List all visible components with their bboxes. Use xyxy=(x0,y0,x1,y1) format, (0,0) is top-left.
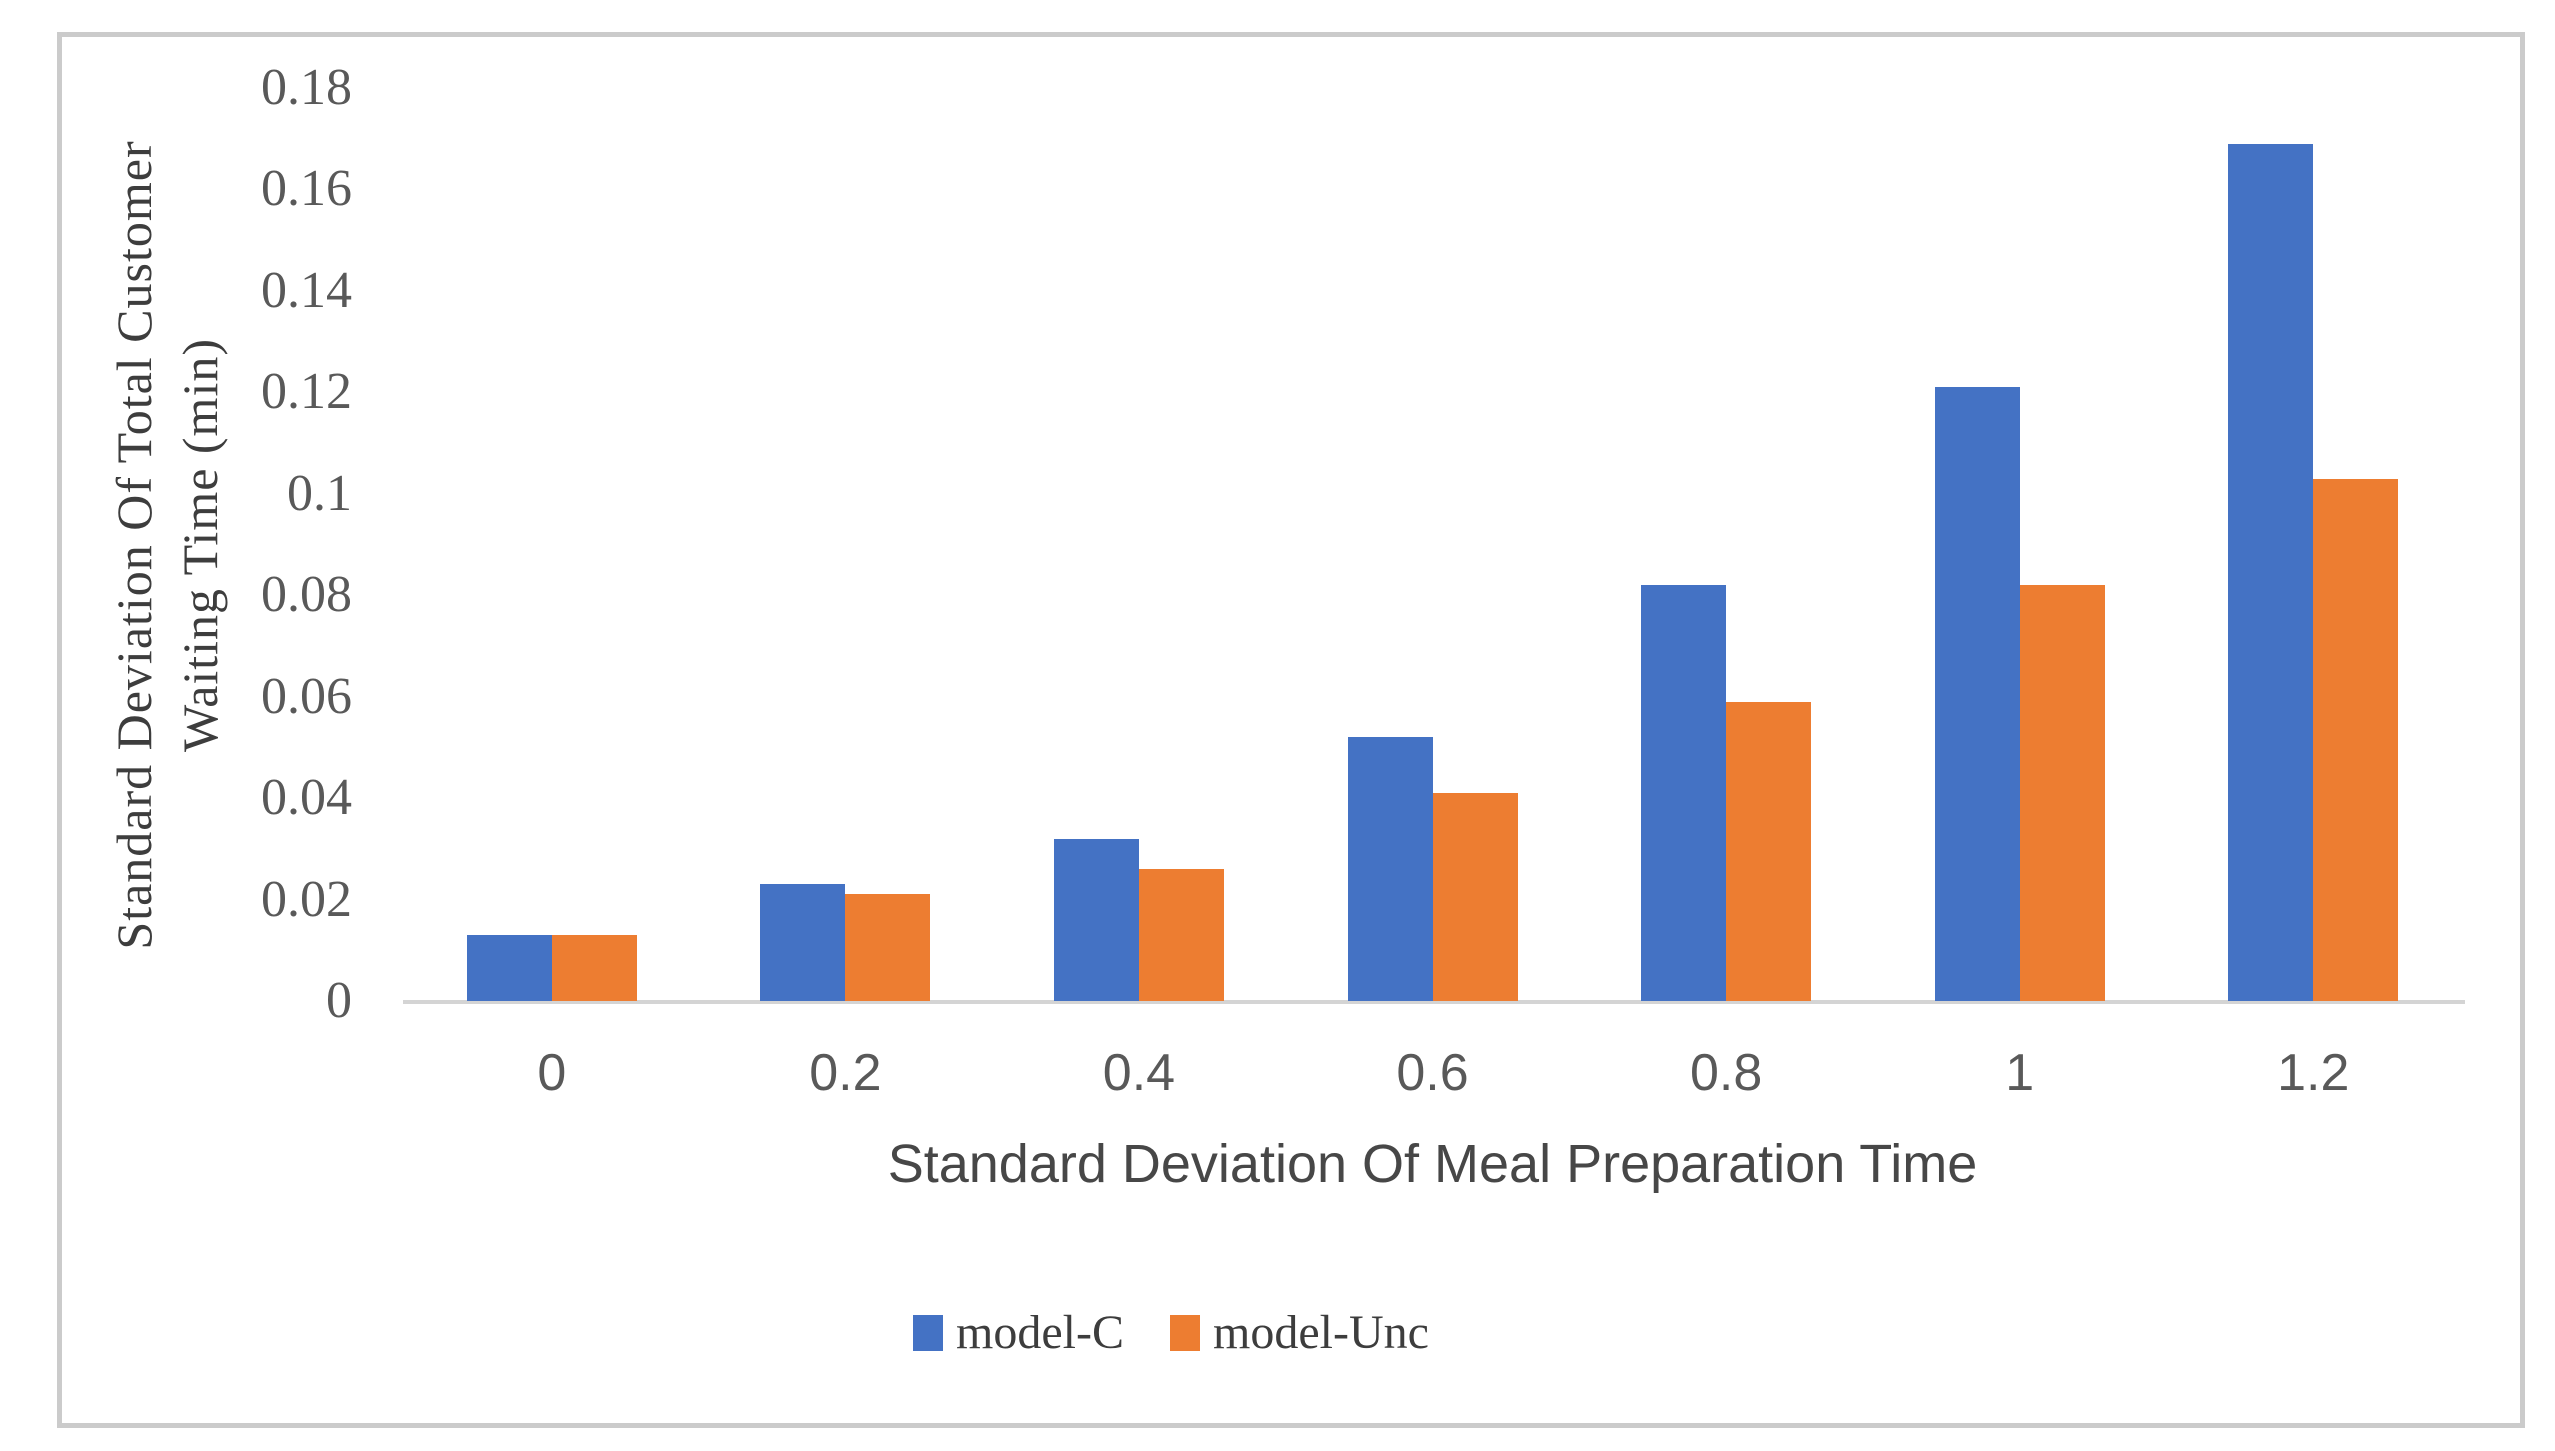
y-tick-label: 0 xyxy=(326,972,352,1029)
plot-area xyxy=(403,88,2465,1004)
bar-model-Unc-x0.2 xyxy=(845,894,931,1001)
y-tick-label: 0.14 xyxy=(261,261,352,319)
y-tick-label: 0.1 xyxy=(287,464,352,522)
x-tick-label: 0.4 xyxy=(1102,1044,1176,1102)
legend-item-model-unc: model-Unc xyxy=(1170,1309,1429,1357)
bar-model-Unc-x0.8 xyxy=(1726,701,1812,1001)
bar-group-0 xyxy=(405,88,699,1001)
bar-model-C-x1 xyxy=(1934,387,2020,1001)
y-tick-label: 0.16 xyxy=(261,160,352,218)
x-tick-label: 0.6 xyxy=(1396,1044,1469,1102)
x-axis-line xyxy=(403,1000,2465,1004)
y-axis-tick-labels: 0 0.02 0.04 0.06 0.08 0.1 0.12 0.14 0.16 0.18 xyxy=(62,62,352,1027)
x-tick-label: 1 xyxy=(2005,1044,2035,1102)
x-tick-label: 0 xyxy=(537,1044,567,1102)
legend-label-model-c: model-C xyxy=(956,1306,1125,1359)
bar-model-Unc-x0.6 xyxy=(1432,793,1518,1001)
bar-group-0.2 xyxy=(699,88,993,1001)
bar-model-C-x0 xyxy=(466,935,552,1001)
legend-label-model-unc: model-Unc xyxy=(1213,1306,1429,1359)
y-tick-label: 0.06 xyxy=(261,667,352,725)
bar-model-Unc-x1 xyxy=(2019,585,2105,1001)
bar-model-Unc-x1.2 xyxy=(2313,478,2399,1001)
x-axis-title: Standard Deviation Of Meal Preparation T… xyxy=(887,1134,1978,1194)
legend-swatch-model-c-icon xyxy=(913,1315,944,1351)
bar-model-Unc-x0.4 xyxy=(1138,869,1224,1001)
bar-model-Unc-x0 xyxy=(551,935,637,1001)
y-tick-label: 0.08 xyxy=(261,566,352,624)
x-tick-label: 1.2 xyxy=(2277,1044,2350,1102)
bar-group-1.2 xyxy=(2166,88,2460,1001)
bar-model-C-x1.2 xyxy=(2228,143,2314,1001)
bar-model-C-x0.6 xyxy=(1347,737,1433,1001)
bar-group-0.8 xyxy=(1579,88,1873,1001)
bar-model-C-x0.2 xyxy=(760,884,846,1001)
legend-swatch-model-unc-icon xyxy=(1170,1315,1201,1351)
y-tick-label: 0.12 xyxy=(261,363,352,421)
x-axis-tick-labels: 0 0.2 0.4 0.6 0.8 1 1.2 xyxy=(405,1044,2460,1102)
bar-model-C-x0.4 xyxy=(1053,838,1139,1001)
x-tick-label: 0.8 xyxy=(1689,1044,1763,1102)
bar-group-0.4 xyxy=(992,88,1286,1001)
x-tick-label: 0.2 xyxy=(809,1044,882,1102)
legend-item-model-c: model-C xyxy=(913,1309,1124,1357)
chart-frame: Standard Deviation Of Total Customer Wai… xyxy=(57,32,2525,1428)
y-tick-label: 0.04 xyxy=(261,769,352,827)
bar-group-1 xyxy=(1873,88,2167,1001)
y-tick-label: 0.02 xyxy=(261,870,352,928)
bar-group-0.6 xyxy=(1286,88,1580,1001)
bar-model-C-x0.8 xyxy=(1641,585,1727,1001)
bars-container xyxy=(405,88,2460,1001)
y-tick-label: 0.18 xyxy=(261,59,352,116)
legend: model-C model-Unc xyxy=(0,1309,2400,1357)
